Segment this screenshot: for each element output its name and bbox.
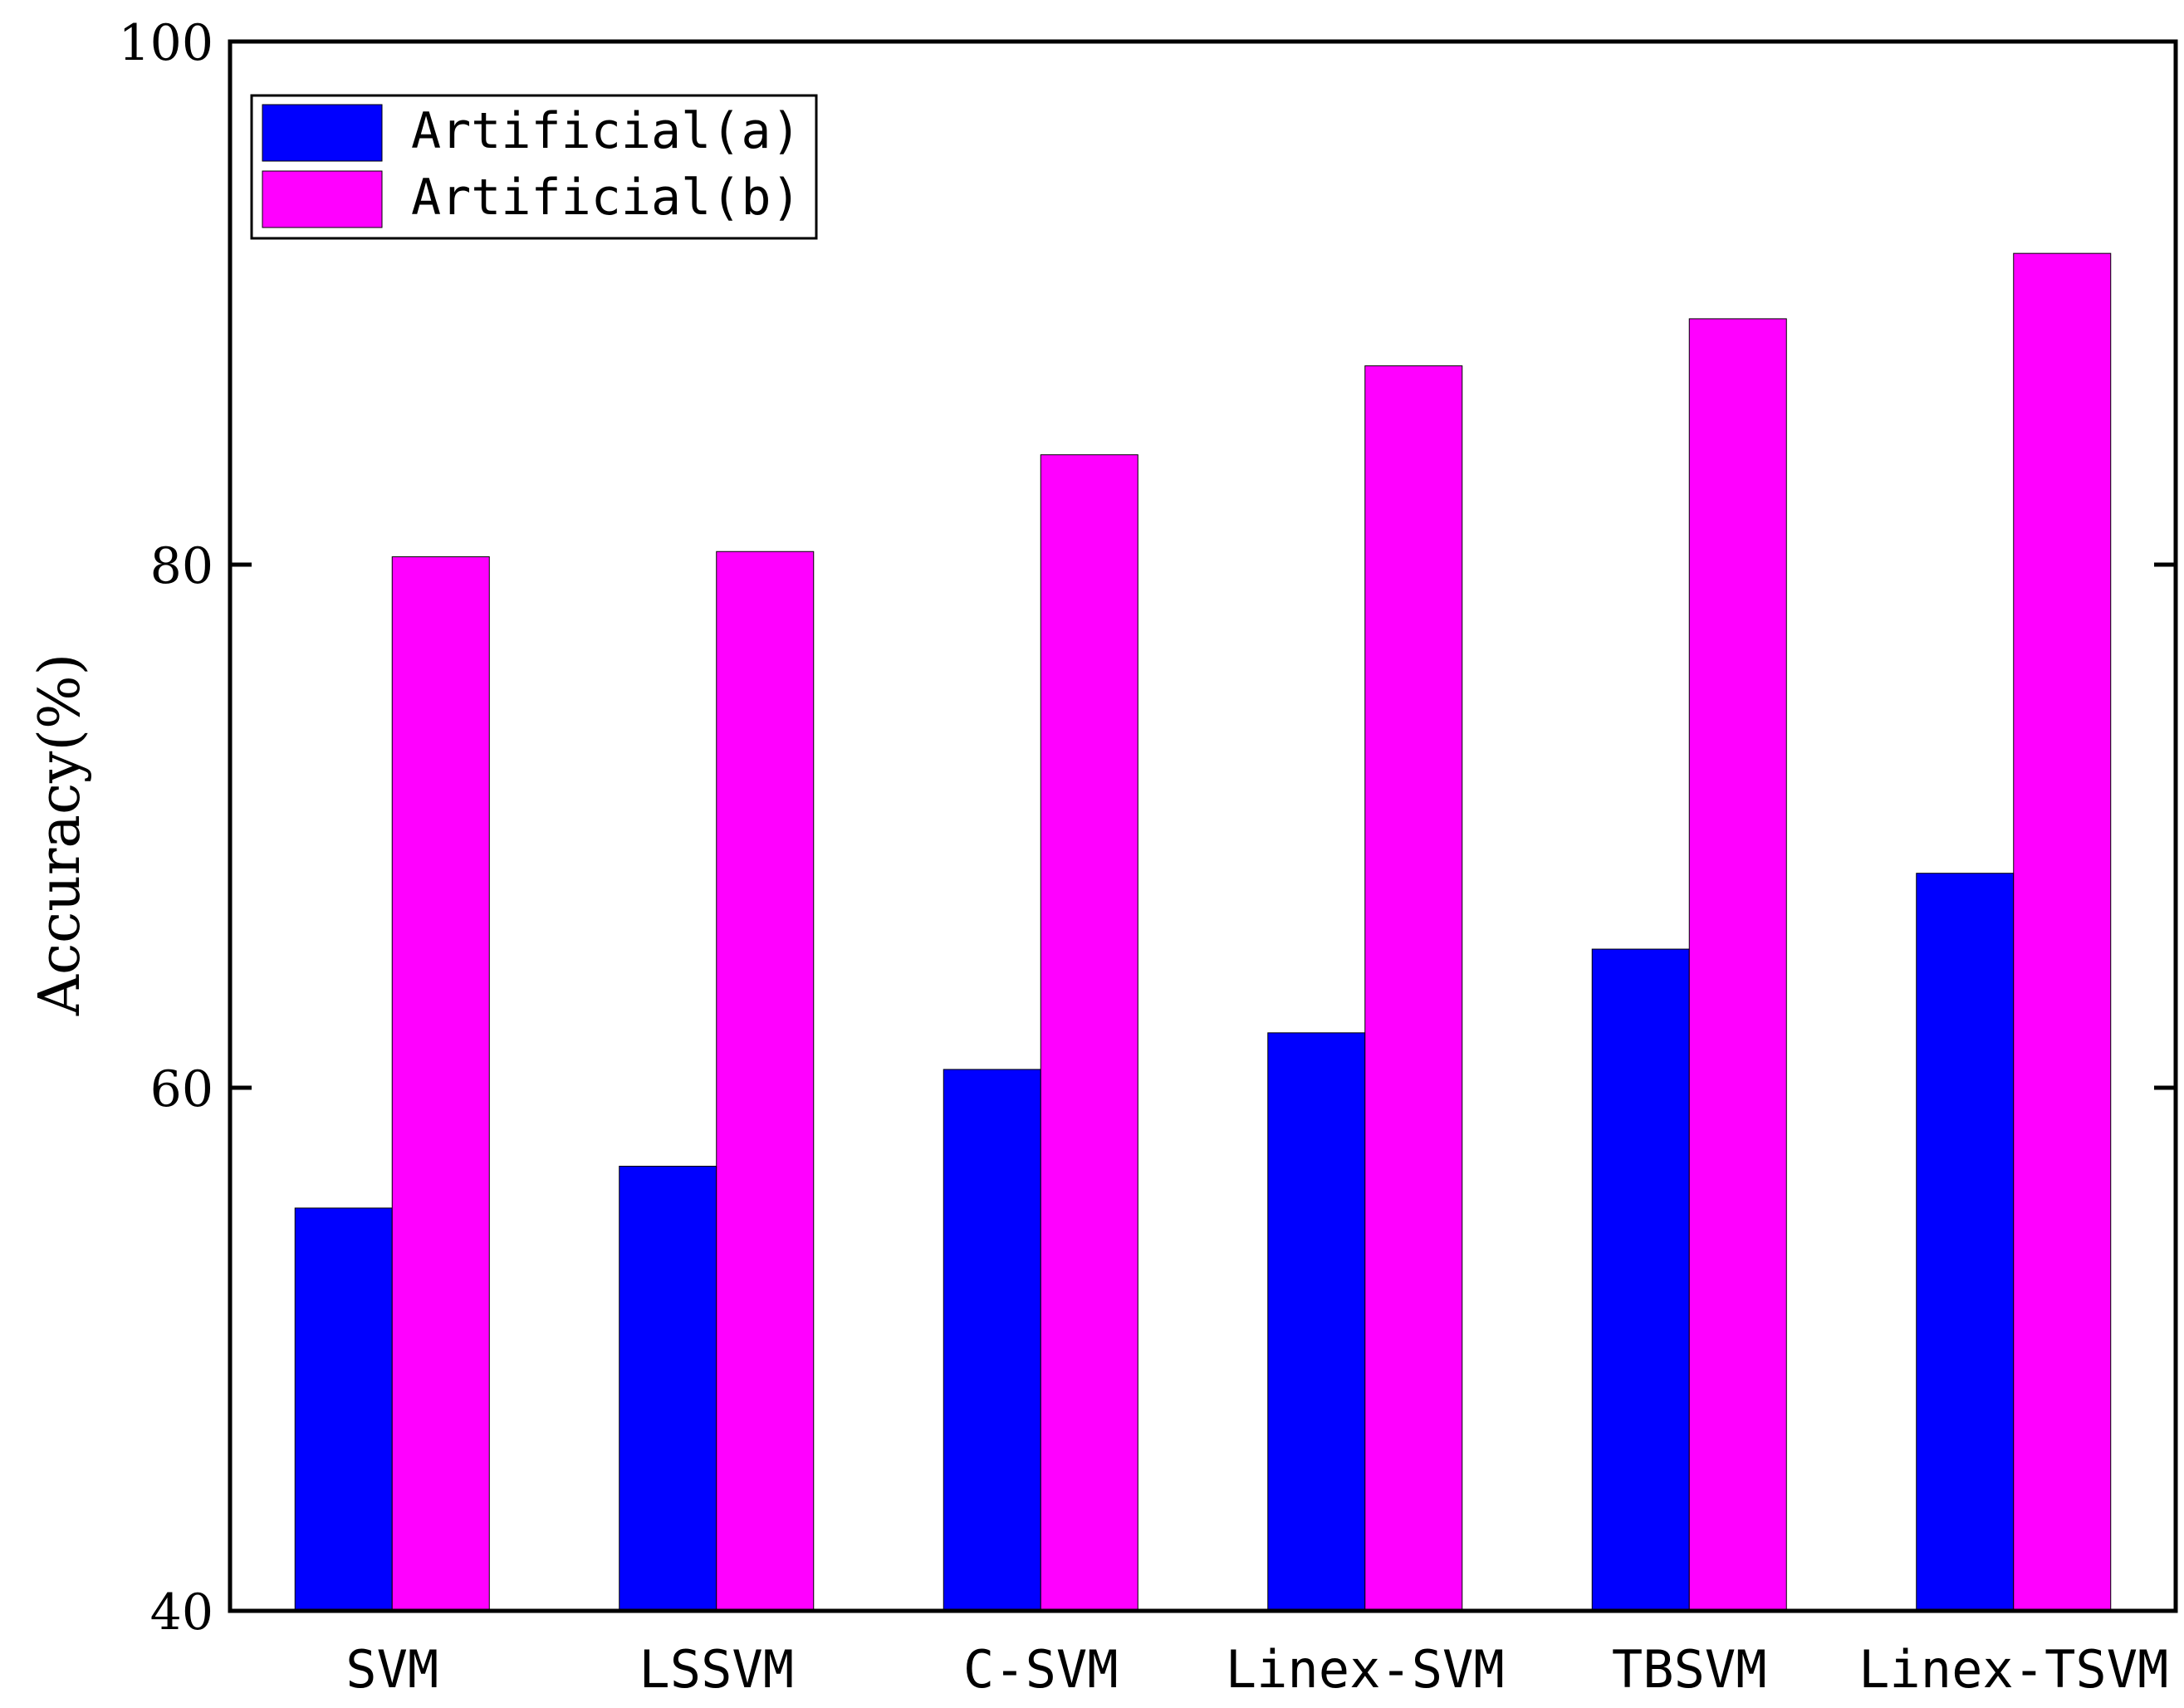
x-tick-label: C-SVM bbox=[963, 1639, 1119, 1700]
bar-b-linex-tsvm bbox=[2013, 252, 2112, 1612]
bar-b-c-svm bbox=[1040, 454, 1139, 1612]
x-tick-label: LSSVM bbox=[639, 1639, 794, 1700]
y-ticks: 40 60 80 100 bbox=[118, 14, 2176, 1642]
bar-b-svm bbox=[391, 556, 490, 1612]
bar-b-linex-svm bbox=[1364, 365, 1463, 1612]
bar-b-lssvm bbox=[716, 551, 815, 1612]
bar-b-tbsvm bbox=[1688, 318, 1787, 1612]
bar-a-linex-tsvm bbox=[1916, 873, 2015, 1612]
x-tick-label: Linex-TSVM bbox=[1858, 1639, 2168, 1700]
x-ticks: SVM LSSVM C-SVM Linex-SVM TBSVM Linex-TSVM bbox=[345, 1639, 2168, 1700]
bars-layer bbox=[294, 252, 2112, 1612]
y-tick-label: 40 bbox=[150, 1583, 213, 1642]
plot-frame bbox=[228, 39, 2178, 1613]
bar-a-svm bbox=[294, 1207, 393, 1612]
bar-a-c-svm bbox=[943, 1069, 1041, 1612]
y-axis-title: Accuracy(%) bbox=[27, 653, 93, 1016]
bar-a-lssvm bbox=[619, 1166, 717, 1612]
legend-label-b: Artificial(b) bbox=[411, 169, 801, 227]
y-tick-label: 100 bbox=[118, 14, 213, 72]
x-tick-label: SVM bbox=[345, 1639, 438, 1700]
bar-a-linex-svm bbox=[1267, 1032, 1366, 1612]
x-tick-label: Linex-SVM bbox=[1226, 1639, 1505, 1700]
legend-label-a: Artificial(a) bbox=[411, 102, 801, 160]
legend-swatch-b bbox=[262, 170, 383, 228]
y-tick-label: 60 bbox=[150, 1060, 213, 1118]
x-tick-label: TBSVM bbox=[1612, 1639, 1767, 1700]
y-tick-label: 80 bbox=[150, 537, 213, 595]
legend-swatch-a bbox=[262, 104, 383, 162]
legend: Artificial(a) Artificial(b) bbox=[250, 94, 818, 240]
bar-a-tbsvm bbox=[1591, 948, 1690, 1612]
